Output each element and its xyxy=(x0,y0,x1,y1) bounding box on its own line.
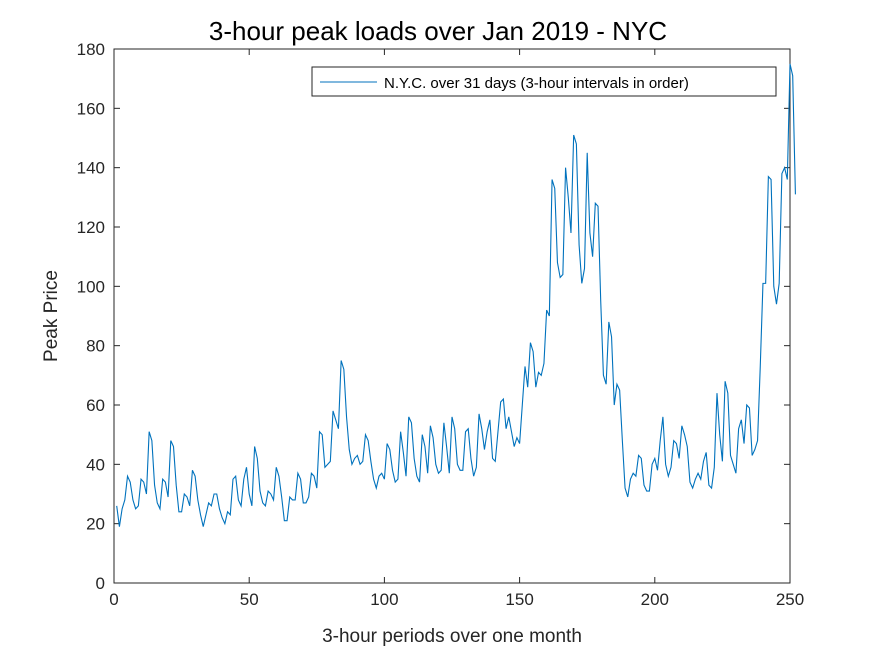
y-tick-label: 100 xyxy=(77,277,105,296)
y-tick-label: 0 xyxy=(96,574,105,593)
chart-title: 3-hour peak loads over Jan 2019 - NYC xyxy=(209,16,667,46)
y-tick-label: 180 xyxy=(77,40,105,59)
axis-ticks: 0 50 100 150 200 250 0 20 40 60 80 100 120 140 160 180 xyxy=(77,40,805,609)
y-tick-label: 80 xyxy=(86,337,105,356)
x-tick-label: 100 xyxy=(370,590,398,609)
x-tick-label: 150 xyxy=(505,590,533,609)
y-tick-label: 160 xyxy=(77,99,105,118)
y-tick-label: 140 xyxy=(77,159,105,178)
x-tick-label: 200 xyxy=(641,590,669,609)
y-axis-label: Peak Price xyxy=(41,270,62,362)
x-tick-label: 50 xyxy=(240,590,259,609)
x-axis-label: 3-hour periods over one month xyxy=(322,626,582,647)
series-line-nyc xyxy=(116,63,796,527)
legend-label: N.Y.C. over 31 days (3-hour intervals in… xyxy=(384,75,689,92)
x-tick-label: 0 xyxy=(109,590,118,609)
legend: N.Y.C. over 31 days (3-hour intervals in… xyxy=(311,66,777,97)
plot-area xyxy=(113,48,791,584)
legend-box xyxy=(311,66,777,97)
y-tick-label: 60 xyxy=(86,396,105,415)
y-tick-label: 40 xyxy=(86,455,105,474)
y-tick-label: 120 xyxy=(77,218,105,237)
y-tick-label: 20 xyxy=(86,515,105,534)
x-tick-label: 250 xyxy=(776,590,804,609)
